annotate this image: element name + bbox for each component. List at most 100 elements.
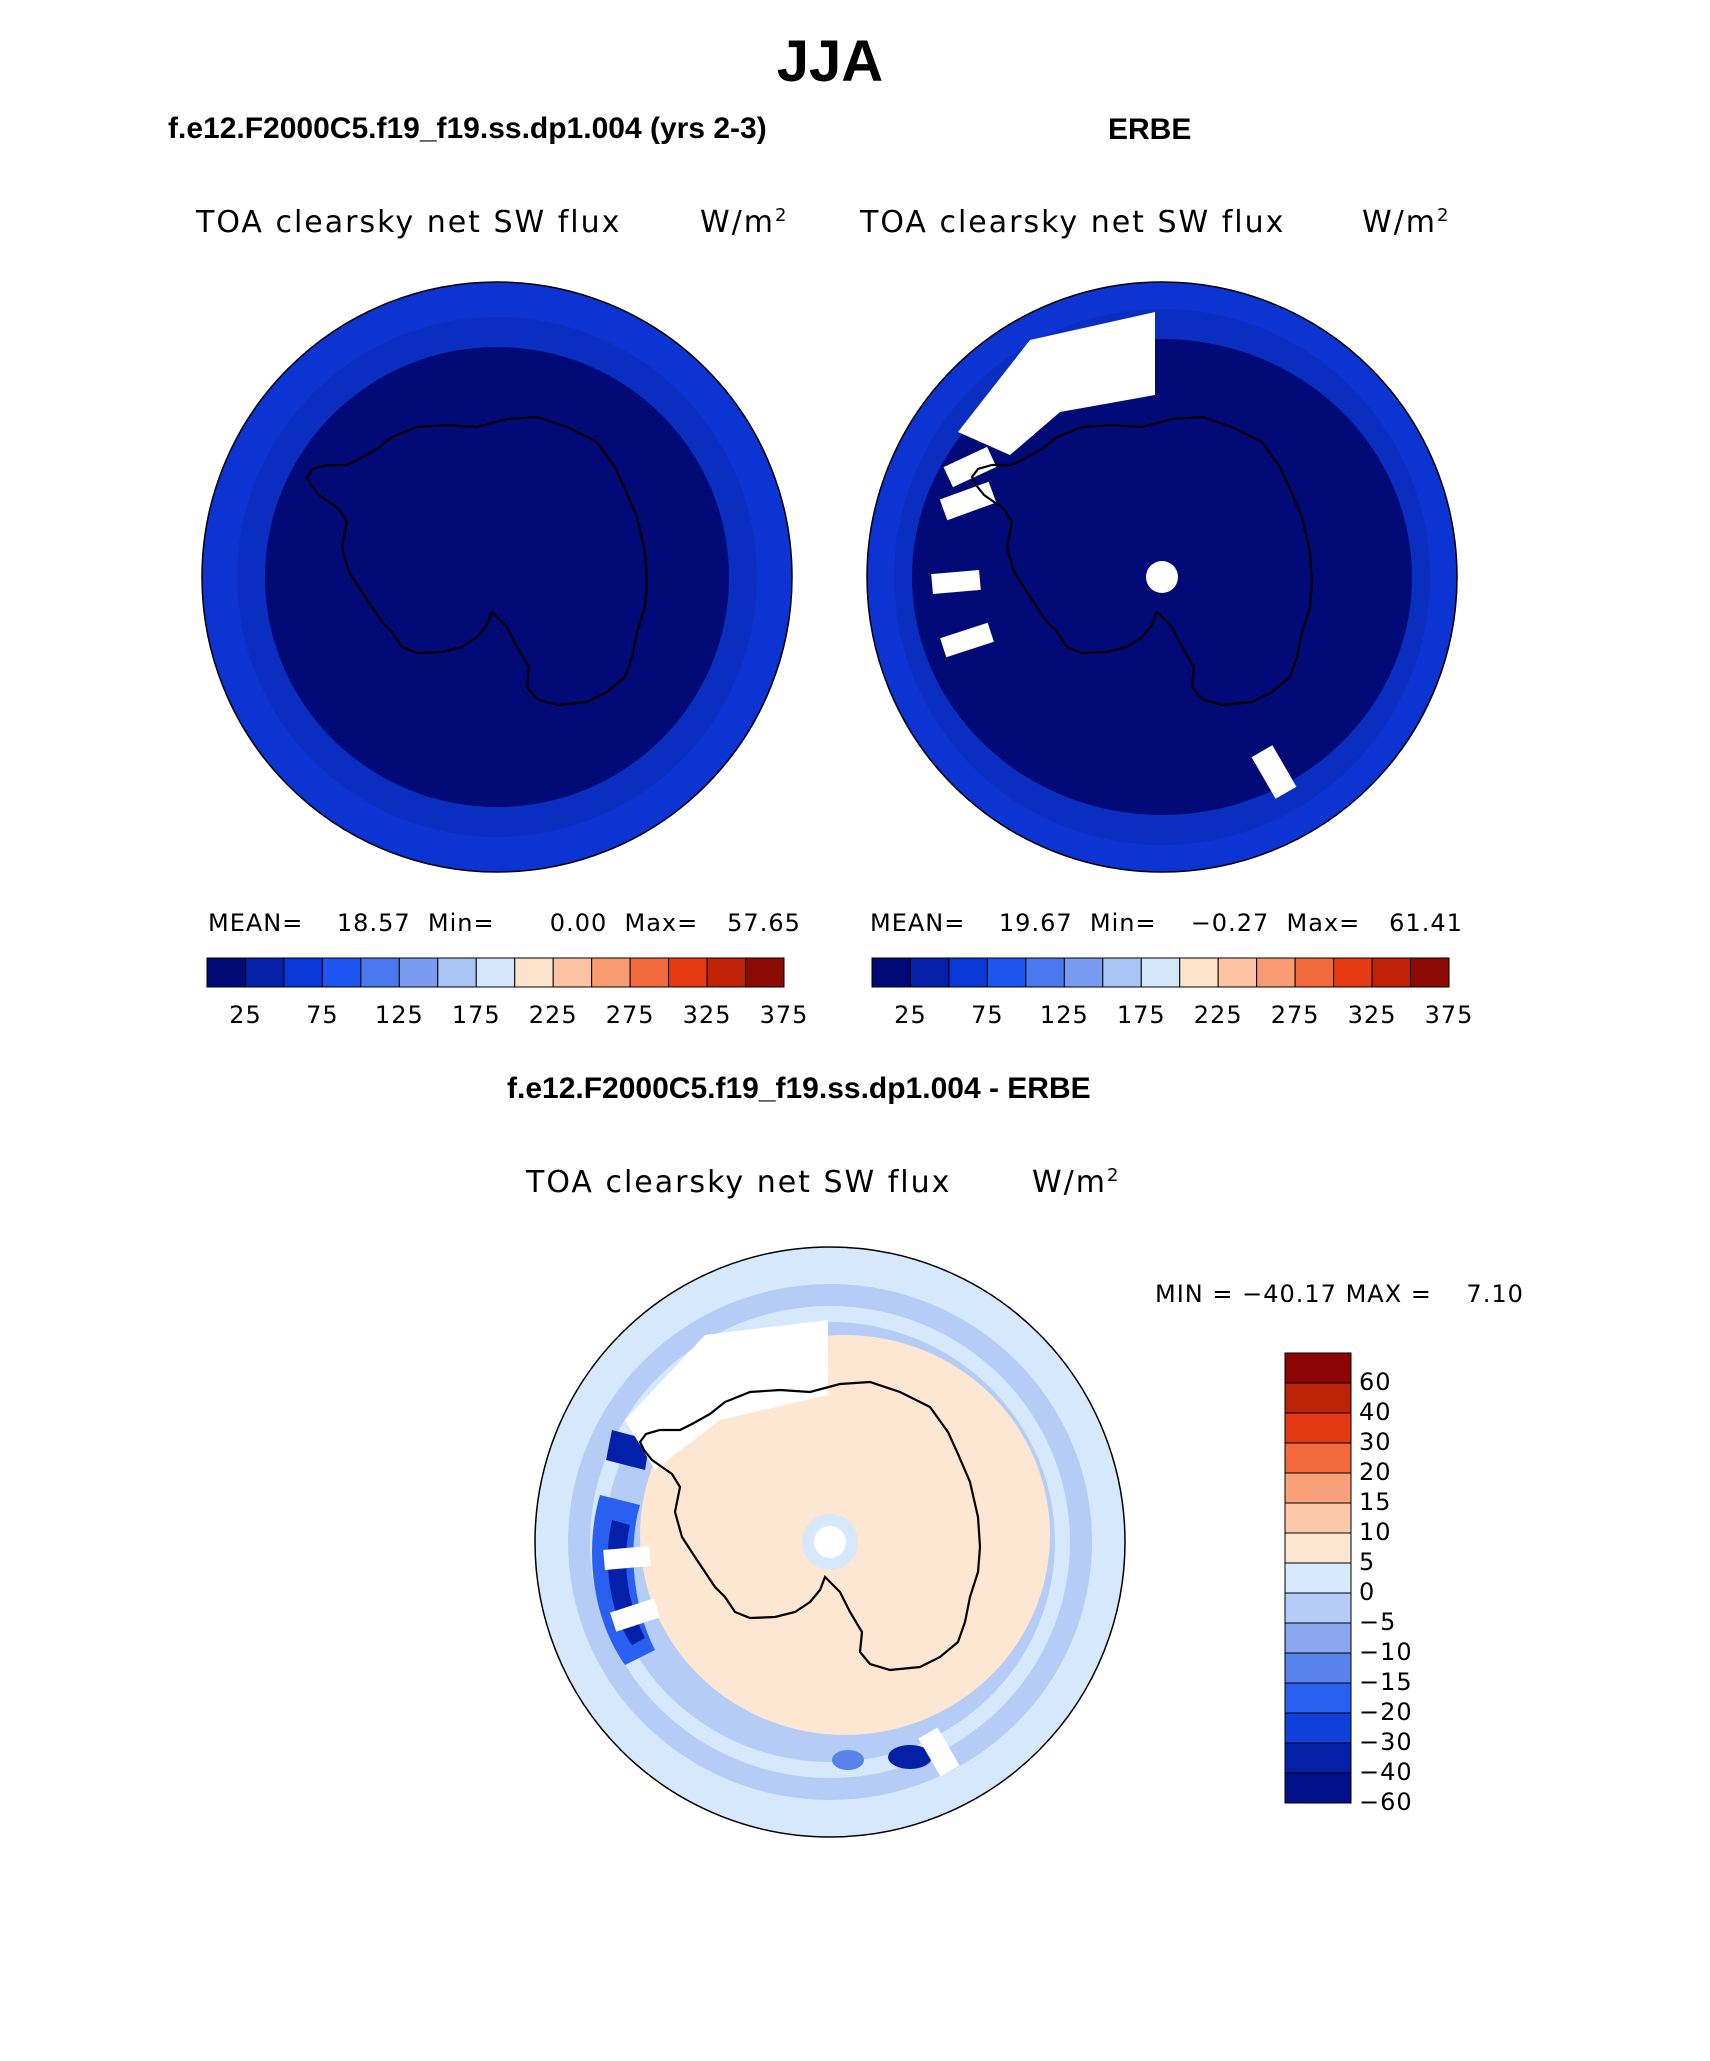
diff-colorbar-tick-label: 60 xyxy=(1359,1368,1392,1396)
diff-pole-hole xyxy=(814,1526,846,1558)
diff-colorbar-swatch xyxy=(1284,1502,1352,1534)
model-colorbar-swatch xyxy=(475,957,516,988)
diff-colorbar-tick-label: 5 xyxy=(1359,1548,1376,1576)
obs-colorbar-tick-label: 125 xyxy=(1039,1001,1089,1029)
diff-colorbar-tick-label: −20 xyxy=(1359,1698,1413,1726)
obs-colorbar-swatch xyxy=(1102,957,1142,988)
diff-colorbar-swatch xyxy=(1284,1742,1352,1774)
model-colorbar-swatch xyxy=(244,957,285,988)
obs-colorbar-swatch xyxy=(1063,957,1104,988)
model-colorbar-tick-label: 75 xyxy=(306,1001,339,1029)
model-colorbar-swatch xyxy=(283,957,323,988)
model-panel-title: TOA clearsky net SW flux xyxy=(196,205,622,240)
model-colorbar-swatch xyxy=(745,957,785,988)
model-colorbar-tick-label: 225 xyxy=(528,1001,578,1029)
diff-panel-header: f.e12.F2000C5.f19_f19.ss.dp1.004 - ERBE xyxy=(507,1072,1091,1105)
diff-colorbar-swatch xyxy=(1284,1622,1352,1654)
obs-missing-patch-5 xyxy=(940,622,994,658)
diff-colorbar-swatch xyxy=(1284,1712,1352,1744)
model-map-border xyxy=(201,281,793,873)
diff-panel-title: TOA clearsky net SW flux xyxy=(526,1165,952,1200)
figure-title: JJA xyxy=(776,29,884,94)
diff-missing-patch-2 xyxy=(610,1598,660,1632)
obs-colorbar-swatch xyxy=(948,957,988,988)
diff-neg-anomaly-2 xyxy=(888,1745,932,1769)
model-colorbar-swatch xyxy=(437,957,477,988)
diff-colorbar-tick-label: 20 xyxy=(1359,1458,1392,1486)
obs-polar-map xyxy=(866,281,1458,873)
model-colorbar-swatch xyxy=(552,957,593,988)
diff-colorbar-swatch xyxy=(1284,1412,1352,1444)
obs-colorbar-tick-label: 325 xyxy=(1347,1001,1397,1029)
obs-colorbar xyxy=(871,957,1450,988)
model-colorbar xyxy=(206,957,785,988)
obs-map-border xyxy=(866,281,1458,873)
obs-colorbar-swatch xyxy=(1256,957,1296,988)
obs-colorbar-tick-label: 225 xyxy=(1193,1001,1243,1029)
diff-colorbar-swatch xyxy=(1284,1682,1352,1714)
diff-colorbar-swatch xyxy=(1284,1592,1352,1624)
diff-colorbar-tick-label: −40 xyxy=(1359,1758,1413,1786)
diff-colorbar-tick-label: −10 xyxy=(1359,1638,1413,1666)
diff-colorbar-tick-label: 15 xyxy=(1359,1488,1392,1516)
diff-colorbar-swatch xyxy=(1284,1532,1352,1564)
obs-colorbar-swatch xyxy=(1217,957,1258,988)
obs-stats: MEAN= 19.67 Min= −0.27 Max= 61.41 xyxy=(870,909,1463,937)
model-colorbar-swatch xyxy=(706,957,747,988)
diff-colorbar-swatch xyxy=(1284,1772,1352,1804)
obs-colorbar-tick-label: 175 xyxy=(1116,1001,1166,1029)
diff-colorbar-swatch xyxy=(1284,1352,1352,1384)
obs-colorbar-swatch xyxy=(909,957,950,988)
diff-missing-patch-1 xyxy=(603,1546,651,1570)
diff-colorbar-tick-label: 0 xyxy=(1359,1578,1376,1606)
obs-missing-wedge-1 xyxy=(958,312,1155,455)
diff-missing-patch-3 xyxy=(918,1727,960,1777)
obs-panel-units: W/m2 xyxy=(1362,205,1451,240)
obs-panel-title: TOA clearsky net SW flux xyxy=(860,205,1286,240)
model-panel-units: W/m2 xyxy=(700,205,789,240)
obs-missing-patch-2 xyxy=(943,446,997,488)
left-panel-header: f.e12.F2000C5.f19_f19.ss.dp1.004 (yrs 2-… xyxy=(168,112,767,145)
model-colorbar-swatch xyxy=(321,957,362,988)
diff-colorbar-tick-label: 10 xyxy=(1359,1518,1392,1546)
model-polar-map xyxy=(201,281,793,873)
obs-colorbar-swatch xyxy=(1371,957,1412,988)
model-colorbar-tick-label: 25 xyxy=(229,1001,262,1029)
diff-colorbar-swatch xyxy=(1284,1562,1352,1594)
obs-pole-hole xyxy=(1146,561,1178,593)
model-interior-field xyxy=(265,347,729,807)
model-colorbar-swatch xyxy=(668,957,708,988)
diff-colorbar-swatch xyxy=(1284,1652,1352,1684)
model-colorbar-swatch xyxy=(360,957,400,988)
diff-panel-units: W/m2 xyxy=(1032,1165,1121,1200)
right-panel-header: ERBE xyxy=(1108,113,1192,146)
obs-colorbar-swatch xyxy=(1025,957,1065,988)
diff-colorbar-tick-label: −15 xyxy=(1359,1668,1413,1696)
model-colorbar-tick-label: 325 xyxy=(682,1001,732,1029)
model-colorbar-tick-label: 175 xyxy=(451,1001,501,1029)
obs-colorbar-tick-label: 275 xyxy=(1270,1001,1320,1029)
obs-colorbar-tick-label: 25 xyxy=(894,1001,927,1029)
diff-range-text: MIN = −40.17 MAX = 7.10 xyxy=(1155,1280,1524,1308)
obs-colorbar-swatch xyxy=(1140,957,1181,988)
diff-missing-wedge xyxy=(625,1320,828,1470)
obs-colorbar-swatch xyxy=(986,957,1027,988)
obs-missing-patch-6 xyxy=(1251,745,1297,799)
obs-colorbar-swatch xyxy=(1294,957,1335,988)
model-colorbar-tick-label: 275 xyxy=(605,1001,655,1029)
obs-colorbar-tick-label: 75 xyxy=(971,1001,1004,1029)
diff-colorbar xyxy=(1284,1352,1352,1804)
diff-polar-map xyxy=(534,1246,1126,1838)
obs-colorbar-swatch xyxy=(1179,957,1219,988)
model-colorbar-tick-label: 125 xyxy=(374,1001,424,1029)
model-colorbar-swatch xyxy=(514,957,554,988)
model-colorbar-swatch xyxy=(629,957,670,988)
diff-colorbar-tick-label: −30 xyxy=(1359,1728,1413,1756)
diff-colorbar-tick-label: −60 xyxy=(1359,1788,1413,1816)
model-stats: MEAN= 18.57 Min= 0.00 Max= 57.65 xyxy=(208,909,801,937)
diff-colorbar-swatch xyxy=(1284,1472,1352,1504)
obs-colorbar-tick-label: 375 xyxy=(1424,1001,1474,1029)
diff-colorbar-tick-label: −5 xyxy=(1359,1608,1397,1636)
diff-colorbar-tick-label: 30 xyxy=(1359,1428,1392,1456)
